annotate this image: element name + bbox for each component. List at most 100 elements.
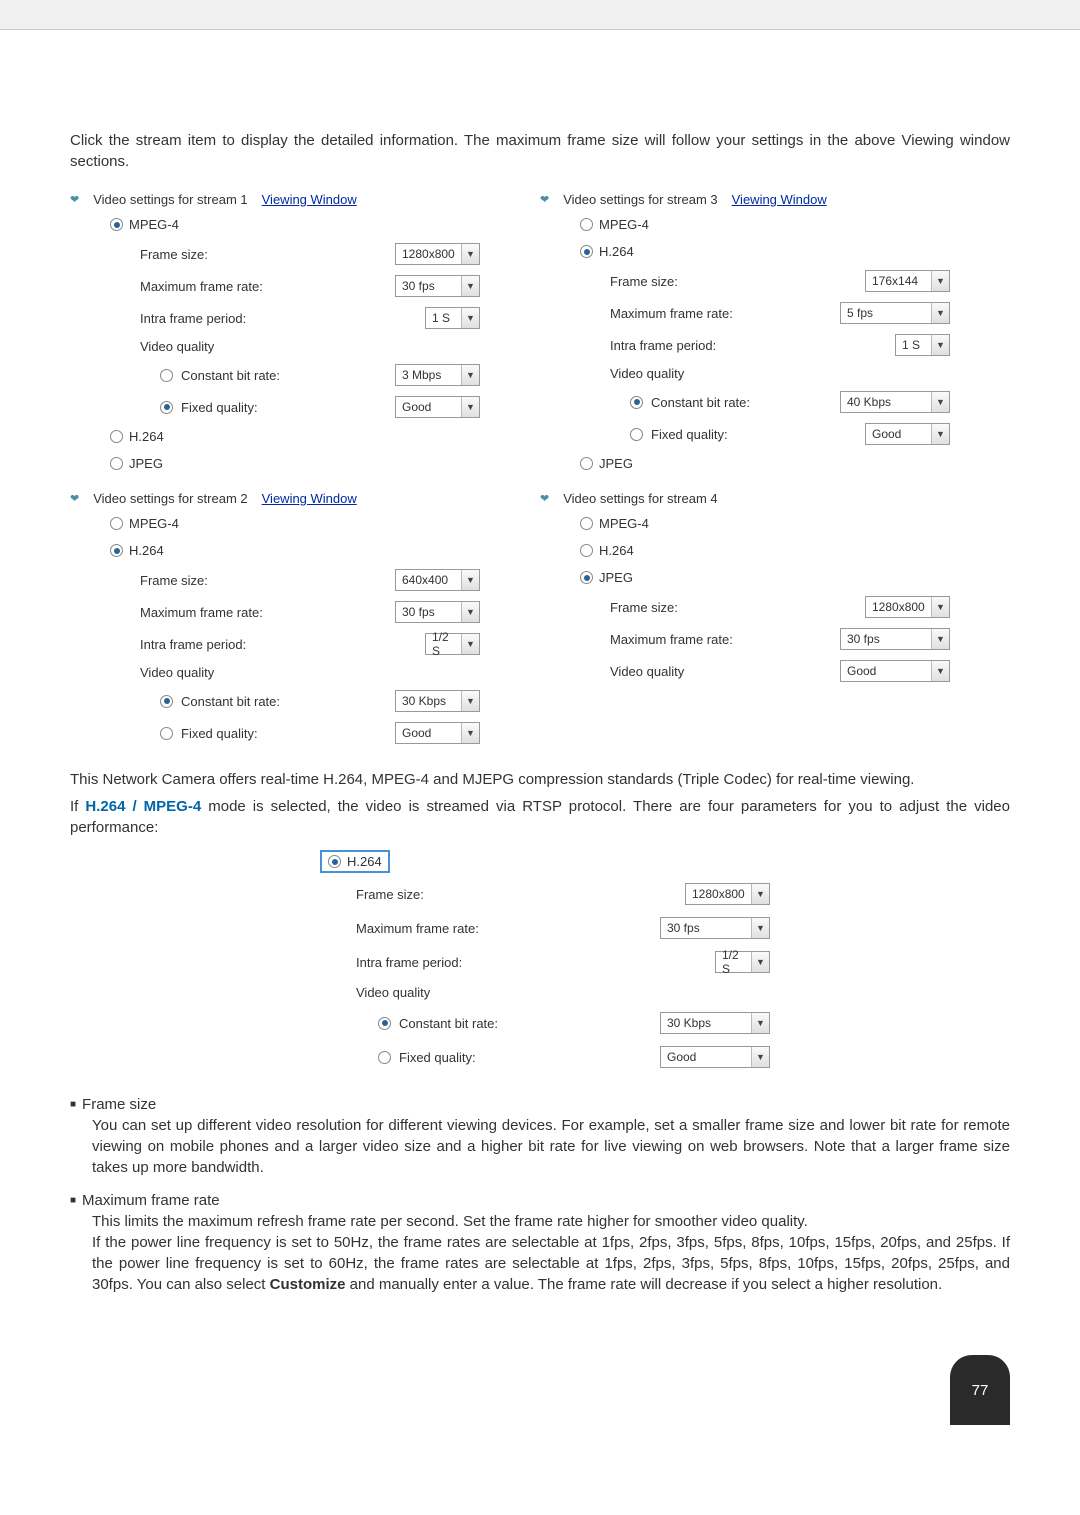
- radio-h264[interactable]: [110, 544, 123, 557]
- radio-cbr[interactable]: [630, 396, 643, 409]
- viewing-window-link[interactable]: Viewing Window: [732, 192, 827, 207]
- max-rate-select[interactable]: 30 fps▼: [660, 917, 770, 939]
- stream3-title: Video settings for stream 3: [563, 192, 717, 207]
- label-h264: H.264: [347, 854, 382, 869]
- radio-fq[interactable]: [630, 428, 643, 441]
- label-mpeg4: MPEG-4: [129, 217, 179, 232]
- radio-fq[interactable]: [160, 401, 173, 414]
- intra-label: Intra frame period:: [140, 311, 425, 326]
- dropdown-icon: ▼: [751, 1047, 769, 1067]
- dropdown-icon: ▼: [931, 392, 949, 412]
- max-rate-select[interactable]: 30 fps▼: [395, 275, 480, 297]
- radio-cbr[interactable]: [160, 369, 173, 382]
- header-bar: [0, 0, 1080, 30]
- max-rate-select[interactable]: 5 fps▼: [840, 302, 950, 324]
- chevron-icon: ❤: [70, 193, 79, 206]
- dropdown-icon: ▼: [751, 1013, 769, 1033]
- cbr-select[interactable]: 30 Kbps▼: [660, 1012, 770, 1034]
- radio-mpeg4[interactable]: [580, 517, 593, 530]
- radio-cbr[interactable]: [378, 1017, 391, 1030]
- cbr-label: Constant bit rate:: [399, 1016, 498, 1031]
- chevron-icon: ❤: [540, 193, 549, 206]
- radio-fq[interactable]: [378, 1051, 391, 1064]
- frame-size-label: Frame size:: [610, 600, 865, 615]
- label-jpeg: JPEG: [599, 570, 633, 585]
- radio-h264[interactable]: [580, 544, 593, 557]
- frame-size-select[interactable]: 1280x800▼: [685, 883, 770, 905]
- dropdown-icon: ▼: [931, 335, 949, 355]
- frame-size-label: Frame size:: [140, 247, 395, 262]
- bullet-icon: ■: [70, 1098, 76, 1119]
- label-h264: H.264: [129, 543, 164, 558]
- frame-size-select[interactable]: 1280x800▼: [395, 243, 480, 265]
- fq-select[interactable]: Good▼: [865, 423, 950, 445]
- label-jpeg: JPEG: [129, 456, 163, 471]
- vq-select[interactable]: Good▼: [840, 660, 950, 682]
- cbr-select[interactable]: 40 Kbps▼: [840, 391, 950, 413]
- label-h264: H.264: [599, 543, 634, 558]
- cbr-select[interactable]: 3 Mbps▼: [395, 364, 480, 386]
- radio-mpeg4[interactable]: [110, 218, 123, 231]
- label-mpeg4: MPEG-4: [129, 516, 179, 531]
- frame-size-select[interactable]: 1280x800▼: [865, 596, 950, 618]
- radio-h264[interactable]: [328, 855, 341, 868]
- intro-paragraph: Click the stream item to display the det…: [70, 130, 1010, 172]
- intra-select[interactable]: 1 S▼: [425, 307, 480, 329]
- radio-jpeg[interactable]: [110, 457, 123, 470]
- viewing-window-link[interactable]: Viewing Window: [262, 491, 357, 506]
- label-h264: H.264: [599, 244, 634, 259]
- fq-label: Fixed quality:: [181, 400, 258, 415]
- page-number: 77: [950, 1355, 1010, 1425]
- radio-mpeg4[interactable]: [580, 218, 593, 231]
- intra-select[interactable]: 1 S▼: [895, 334, 950, 356]
- radio-jpeg[interactable]: [580, 571, 593, 584]
- radio-h264[interactable]: [110, 430, 123, 443]
- label-jpeg: JPEG: [599, 456, 633, 471]
- frame-size-select[interactable]: 640x400▼: [395, 569, 480, 591]
- video-quality-label: Video quality: [610, 366, 1010, 381]
- fq-select[interactable]: Good▼: [395, 396, 480, 418]
- fq-select[interactable]: Good▼: [660, 1046, 770, 1068]
- bullet2-body2: If the power line frequency is set to 50…: [70, 1232, 1010, 1295]
- link-h264-mpeg4: H.264 / MPEG-4: [85, 798, 201, 815]
- radio-jpeg[interactable]: [580, 457, 593, 470]
- rtsp-paragraph: If H.264 / MPEG-4 mode is selected, the …: [70, 796, 1010, 838]
- max-rate-select[interactable]: 30 fps▼: [395, 601, 480, 623]
- fq-label: Fixed quality:: [181, 726, 258, 741]
- intra-select[interactable]: 1/2 S▼: [425, 633, 480, 655]
- frame-size-label: Frame size:: [140, 573, 395, 588]
- intra-select[interactable]: 1/2 S▼: [715, 951, 770, 973]
- dropdown-icon: ▼: [931, 271, 949, 291]
- dropdown-icon: ▼: [751, 918, 769, 938]
- fq-label: Fixed quality:: [399, 1050, 476, 1065]
- stream4-title: Video settings for stream 4: [563, 491, 717, 506]
- viewing-window-link[interactable]: Viewing Window: [262, 192, 357, 207]
- dropdown-icon: ▼: [931, 424, 949, 444]
- radio-fq[interactable]: [160, 727, 173, 740]
- dropdown-icon: ▼: [461, 276, 479, 296]
- max-rate-label: Maximum frame rate:: [356, 921, 660, 936]
- fq-label: Fixed quality:: [651, 427, 728, 442]
- max-rate-label: Maximum frame rate:: [610, 306, 840, 321]
- bullet1-body: You can set up different video resolutio…: [70, 1115, 1010, 1178]
- intra-label: Intra frame period:: [610, 338, 895, 353]
- bullet1-head: Frame size: [82, 1094, 156, 1115]
- bullet2-head: Maximum frame rate: [82, 1190, 220, 1211]
- frame-size-label: Frame size:: [356, 887, 685, 902]
- dropdown-icon: ▼: [461, 634, 479, 654]
- dropdown-icon: ▼: [461, 570, 479, 590]
- dropdown-icon: ▼: [751, 884, 769, 904]
- label-mpeg4: MPEG-4: [599, 217, 649, 232]
- max-rate-select[interactable]: 30 fps▼: [840, 628, 950, 650]
- stream1-title: Video settings for stream 1: [93, 192, 247, 207]
- cbr-select[interactable]: 30 Kbps▼: [395, 690, 480, 712]
- radio-cbr[interactable]: [160, 695, 173, 708]
- fq-select[interactable]: Good▼: [395, 722, 480, 744]
- cbr-label: Constant bit rate:: [651, 395, 750, 410]
- chevron-icon: ❤: [540, 492, 549, 505]
- radio-mpeg4[interactable]: [110, 517, 123, 530]
- radio-h264[interactable]: [580, 245, 593, 258]
- frame-size-select[interactable]: 176x144▼: [865, 270, 950, 292]
- video-quality-label: Video quality: [356, 985, 770, 1000]
- dropdown-icon: ▼: [931, 597, 949, 617]
